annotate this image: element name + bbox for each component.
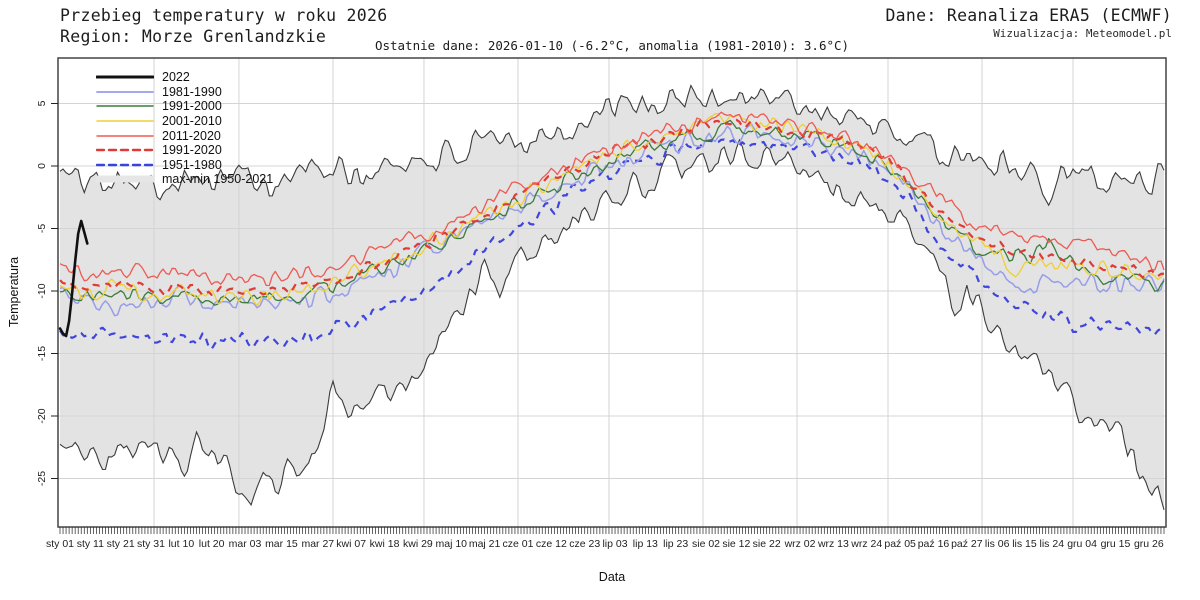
legend-label: 2022 bbox=[162, 70, 190, 85]
current-year-line bbox=[58, 219, 89, 338]
x-axis-tick-labels: sty 01 sty 11 sty 21 sty 31 lut 10 lut 20 mar … bbox=[46, 538, 1164, 550]
y-tick-label: -10 bbox=[36, 283, 48, 298]
page-title: Przebieg temperatury w roku 2026 bbox=[60, 6, 388, 25]
x-tick-label: lut 20 bbox=[199, 538, 225, 550]
legend-swatch-line bbox=[96, 163, 154, 167]
legend-label: 1991-2000 bbox=[162, 99, 222, 114]
y-tick-label: -25 bbox=[36, 471, 48, 486]
legend-item-1991-2020: 1991-2020 bbox=[96, 143, 273, 158]
legend-item-max-min-1950-2021: max-min 1950-2021 bbox=[96, 172, 273, 187]
chart-legend: 2022 1981-1990 1991-2000 2001-2010 2011-2020… bbox=[96, 70, 273, 187]
x-tick-label: lip 03 bbox=[602, 538, 627, 550]
y-tick-label: 0 bbox=[36, 163, 48, 169]
x-tick-label: mar 27 bbox=[301, 538, 334, 550]
x-tick-label: wrz 24 bbox=[850, 538, 882, 550]
title-block: Przebieg temperatury w roku 2026 Region:… bbox=[60, 5, 387, 47]
series-line-1951-1980 bbox=[59, 138, 1165, 351]
legend-swatch-line bbox=[96, 175, 154, 183]
legend-label: 2001-2010 bbox=[162, 114, 222, 129]
y-tick-label: 5 bbox=[36, 100, 48, 106]
x-tick-label: paź 27 bbox=[951, 538, 983, 550]
x-tick-label: maj 10 bbox=[435, 538, 467, 550]
legend-item-2011-2020: 2011-2020 bbox=[96, 128, 273, 143]
x-tick-label: sie 02 bbox=[692, 538, 720, 550]
x-tick-label: sty 21 bbox=[107, 538, 135, 550]
x-tick-label: sie 22 bbox=[753, 538, 781, 550]
legend-swatch-line bbox=[96, 120, 154, 122]
x-tick-label: cze 12 bbox=[536, 538, 567, 550]
x-tick-label: lut 10 bbox=[168, 538, 194, 550]
x-tick-label: cze 01 bbox=[503, 538, 534, 550]
x-tick-label: kwi 18 bbox=[370, 538, 400, 550]
legend-item-1981-1990: 1981-1990 bbox=[96, 85, 273, 100]
x-tick-label: sty 11 bbox=[77, 538, 104, 550]
source-block: Dane: Reanaliza ERA5 (ECMWF) Wizualizacj… bbox=[885, 5, 1172, 41]
y-tick-label: -15 bbox=[36, 346, 48, 361]
x-tick-label: paź 16 bbox=[918, 538, 950, 550]
x-tick-label: mar 15 bbox=[265, 538, 298, 550]
x-tick-label: cze 23 bbox=[569, 538, 600, 550]
band-min-line bbox=[59, 138, 1165, 510]
legend-item-1991-2000: 1991-2000 bbox=[96, 99, 273, 114]
y-tick-label: -5 bbox=[36, 224, 48, 233]
x-tick-label: sty 31 bbox=[137, 538, 165, 550]
x-tick-label: wrz 02 bbox=[784, 538, 816, 550]
x-tick-label: sie 12 bbox=[722, 538, 750, 550]
last-data-note: Ostatnie dane: 2026-01-10 (-6.2°C, anoma… bbox=[374, 38, 850, 53]
legend-swatch-line bbox=[96, 75, 154, 79]
y-axis-ticks bbox=[51, 103, 58, 479]
series-line-1991-2020 bbox=[59, 118, 1165, 297]
x-tick-label: gru 15 bbox=[1101, 538, 1131, 550]
legend-swatch-line bbox=[96, 149, 154, 152]
legend-swatch-line bbox=[96, 90, 154, 93]
legend-item-2001-2010: 2001-2010 bbox=[96, 114, 273, 129]
legend-swatch-line bbox=[96, 105, 154, 108]
x-tick-label: lis 06 bbox=[985, 538, 1010, 550]
series-line-1991-2000 bbox=[59, 119, 1165, 306]
x-tick-label: sty 01 bbox=[46, 538, 74, 550]
x-tick-label: lip 23 bbox=[663, 538, 688, 550]
x-tick-label: gru 04 bbox=[1067, 538, 1097, 550]
x-axis-title: Data bbox=[598, 570, 626, 584]
legend-item-2022: 2022 bbox=[96, 70, 273, 85]
legend-label: 1981-1990 bbox=[162, 84, 222, 99]
x-axis-ticks bbox=[59, 527, 1165, 534]
x-tick-label: lis 24 bbox=[1040, 538, 1065, 550]
region-subtitle: Region: Morze Grenlandzkie bbox=[60, 27, 327, 46]
legend-label: 1991-2020 bbox=[162, 143, 222, 158]
x-tick-label: maj 21 bbox=[469, 538, 501, 550]
x-tick-label: mar 03 bbox=[229, 538, 262, 550]
x-tick-label: paź 05 bbox=[884, 538, 916, 550]
legend-label: 1951-1980 bbox=[162, 157, 222, 172]
legend-label: max-min 1950-2021 bbox=[162, 172, 274, 187]
x-tick-label: gru 26 bbox=[1134, 538, 1164, 550]
y-axis-tick-labels: 5 0 -5 -10 -15 -20 -25 bbox=[36, 100, 48, 486]
x-tick-label: lis 15 bbox=[1012, 538, 1037, 550]
visualization-credit: Wizualizacja: Meteomodel.pl bbox=[993, 27, 1172, 40]
series-line-2011-2020 bbox=[59, 111, 1165, 287]
data-source-label: Dane: Reanaliza ERA5 (ECMWF) bbox=[885, 6, 1172, 25]
band-max-line bbox=[59, 84, 1165, 207]
series-line-1981-1990 bbox=[59, 123, 1165, 317]
y-tick-label: -20 bbox=[36, 408, 48, 423]
x-tick-label: lip 13 bbox=[633, 538, 658, 550]
x-tick-label: wrz 13 bbox=[817, 538, 849, 550]
legend-item-1951-1980: 1951-1980 bbox=[96, 158, 273, 173]
x-tick-label: kwi 07 bbox=[336, 538, 366, 550]
legend-label: 2011-2020 bbox=[162, 128, 221, 143]
legend-swatch-line bbox=[96, 134, 154, 137]
x-tick-label: kwi 29 bbox=[403, 538, 433, 550]
